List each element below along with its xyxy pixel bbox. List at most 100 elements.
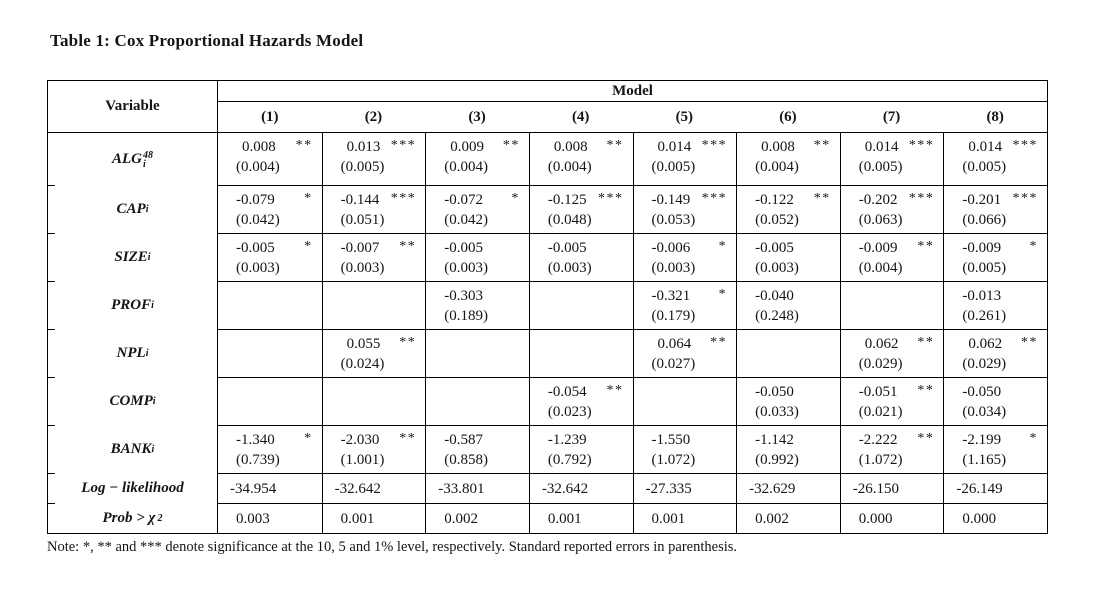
coefficient-cell: -0.079 * (0.042) [218, 185, 322, 233]
significance-stars: *** [1012, 191, 1038, 206]
variable-label: ALG 48 i [48, 133, 218, 185]
standard-error: (0.033) [755, 404, 799, 420]
table-row: CAP i -0.079 * (0.042) -0.144 *** (0.051) -0.072… [48, 185, 1047, 233]
model-column-header: (1) [261, 109, 279, 125]
coefficient-line: 0.062 ** [962, 334, 1038, 354]
standard-error: (0.003) [651, 260, 696, 276]
standard-error: (0.992) [755, 452, 799, 468]
coefficient-cell: -0.007 ** (0.003) [321, 233, 426, 281]
coefficient-value: 0.008 [761, 139, 795, 155]
coefficient-value: -2.199 [962, 432, 1002, 448]
table-row: COMP i -0.054 ** (0.023) -0.050 (0.033) -0.051 *… [48, 377, 1047, 425]
coefficient-value: -0.321 [651, 288, 691, 304]
model-column-header: (5) [675, 109, 694, 125]
significance-stars: *** [598, 191, 624, 206]
significance-stars: *** [908, 138, 935, 153]
coefficient-cell: 0.062 ** (0.029) [839, 329, 944, 377]
coefficient-value: -0.054 [547, 384, 587, 400]
coefficient-cell: 0.062 ** (0.029) [943, 329, 1047, 377]
model-column-header: (3) [468, 109, 486, 125]
coefficient-cell: -0.050 (0.034) [943, 377, 1047, 425]
coefficient-value: 0.055 [346, 336, 381, 352]
coefficient-cell: -0.009 ** (0.004) [839, 233, 944, 281]
coefficient-cell [839, 281, 944, 329]
significance-stars: * [304, 431, 313, 446]
coefficient-cell [632, 377, 737, 425]
standard-error: (0.005) [962, 260, 1007, 276]
coefficient-cell: 0.013 *** (0.005) [321, 133, 426, 185]
coefficient-cell: -0.051 ** (0.021) [839, 377, 944, 425]
stat-cell: 0.000 [839, 503, 944, 533]
standard-error: (0.029) [962, 356, 1007, 372]
coefficient-cell: 0.014 *** (0.005) [839, 133, 944, 185]
standard-error: (0.024) [340, 356, 385, 372]
stat-value: -26.150 [852, 480, 899, 497]
variable-subscript: i [151, 443, 155, 455]
standard-error: (0.003) [547, 260, 592, 276]
coefficient-cell: -2.030 ** (1.001) [321, 425, 426, 473]
coefficient-line: 0.014 *** [962, 137, 1038, 157]
coefficient-value: -0.149 [651, 192, 691, 208]
variable-subscript: i [145, 347, 149, 359]
coefficient-line: -1.142 [755, 430, 831, 450]
coefficient-value: -2.030 [340, 432, 380, 448]
coefficient-line: -0.072 * [444, 190, 520, 210]
coefficient-line: -0.040 [755, 286, 831, 306]
coefficient-value: -0.040 [755, 288, 794, 304]
variable-label: COMP i [48, 377, 218, 425]
stat-cell: -27.335 [632, 473, 737, 503]
standard-error: (0.004) [236, 159, 280, 175]
coefficient-value: -0.005 [444, 240, 483, 256]
significance-stars: *** [701, 191, 728, 206]
standard-error: (0.003) [755, 260, 799, 276]
standard-error: (0.005) [962, 159, 1007, 175]
coefficient-cell: -0.122 ** (0.052) [736, 185, 840, 233]
variable-label: BANK i [48, 425, 218, 473]
significance-stars: ** [813, 191, 831, 206]
coefficient-line: -2.199 * [962, 430, 1038, 450]
coefficient-value: -0.144 [340, 192, 380, 208]
stat-name: Prob > χ [102, 509, 156, 526]
variable-subscript: i [147, 251, 151, 263]
stat-cell: -34.954 [218, 473, 322, 503]
coefficient-cell [218, 329, 322, 377]
standard-error: (0.034) [962, 404, 1007, 420]
model-numbers-row: (1) (2) (3) (4) (5) (6) (7) (8) [218, 102, 1047, 132]
stat-cell: 0.001 [321, 503, 426, 533]
coefficient-line: -0.050 [962, 382, 1038, 402]
coefficient-line: -0.079 * [236, 190, 313, 210]
coefficient-cell: 0.014 *** (0.005) [943, 133, 1047, 185]
coefficient-value: -1.142 [755, 432, 794, 448]
standard-error: (0.004) [547, 159, 592, 175]
coefficient-line: -0.009 ** [859, 238, 935, 258]
table-row: NPL i 0.055 ** (0.024) 0.064 ** (0.027) 0.062 ** (… [48, 329, 1047, 377]
coefficient-cell: -0.054 ** (0.023) [528, 377, 633, 425]
coefficient-value: 0.014 [657, 139, 692, 155]
model-column-header: (6) [779, 109, 797, 125]
stat-label: Log − likelihood [48, 473, 218, 503]
coefficient-cell: -0.201 *** (0.066) [943, 185, 1047, 233]
significance-stars: ** [399, 335, 417, 350]
standard-error: (0.005) [340, 159, 385, 175]
coefficient-line: 0.064 ** [652, 334, 728, 354]
stat-value: -32.629 [749, 480, 796, 497]
standard-error: (0.792) [547, 452, 592, 468]
standard-error: (0.004) [444, 159, 488, 175]
coefficient-value: -0.303 [444, 288, 483, 304]
coefficient-cell: -0.303 (0.189) [425, 281, 529, 329]
coefficient-line: -0.321 * [652, 286, 728, 306]
coefficient-cell: -1.340 * (0.739) [218, 425, 322, 473]
standard-error: (0.021) [858, 404, 903, 420]
coefficient-value: -0.005 [755, 240, 794, 256]
standard-error: (0.053) [651, 212, 696, 228]
standard-error: (0.179) [651, 308, 696, 324]
significance-stars: * [718, 239, 728, 254]
standard-error: (0.858) [444, 452, 488, 468]
coefficient-line: 0.009 ** [444, 137, 520, 157]
coefficient-cell [425, 329, 529, 377]
stat-cell: 0.003 [218, 503, 322, 533]
standard-error: (1.165) [962, 452, 1007, 468]
coefficient-value: -0.079 [236, 192, 275, 208]
standard-error: (0.261) [962, 308, 1007, 324]
